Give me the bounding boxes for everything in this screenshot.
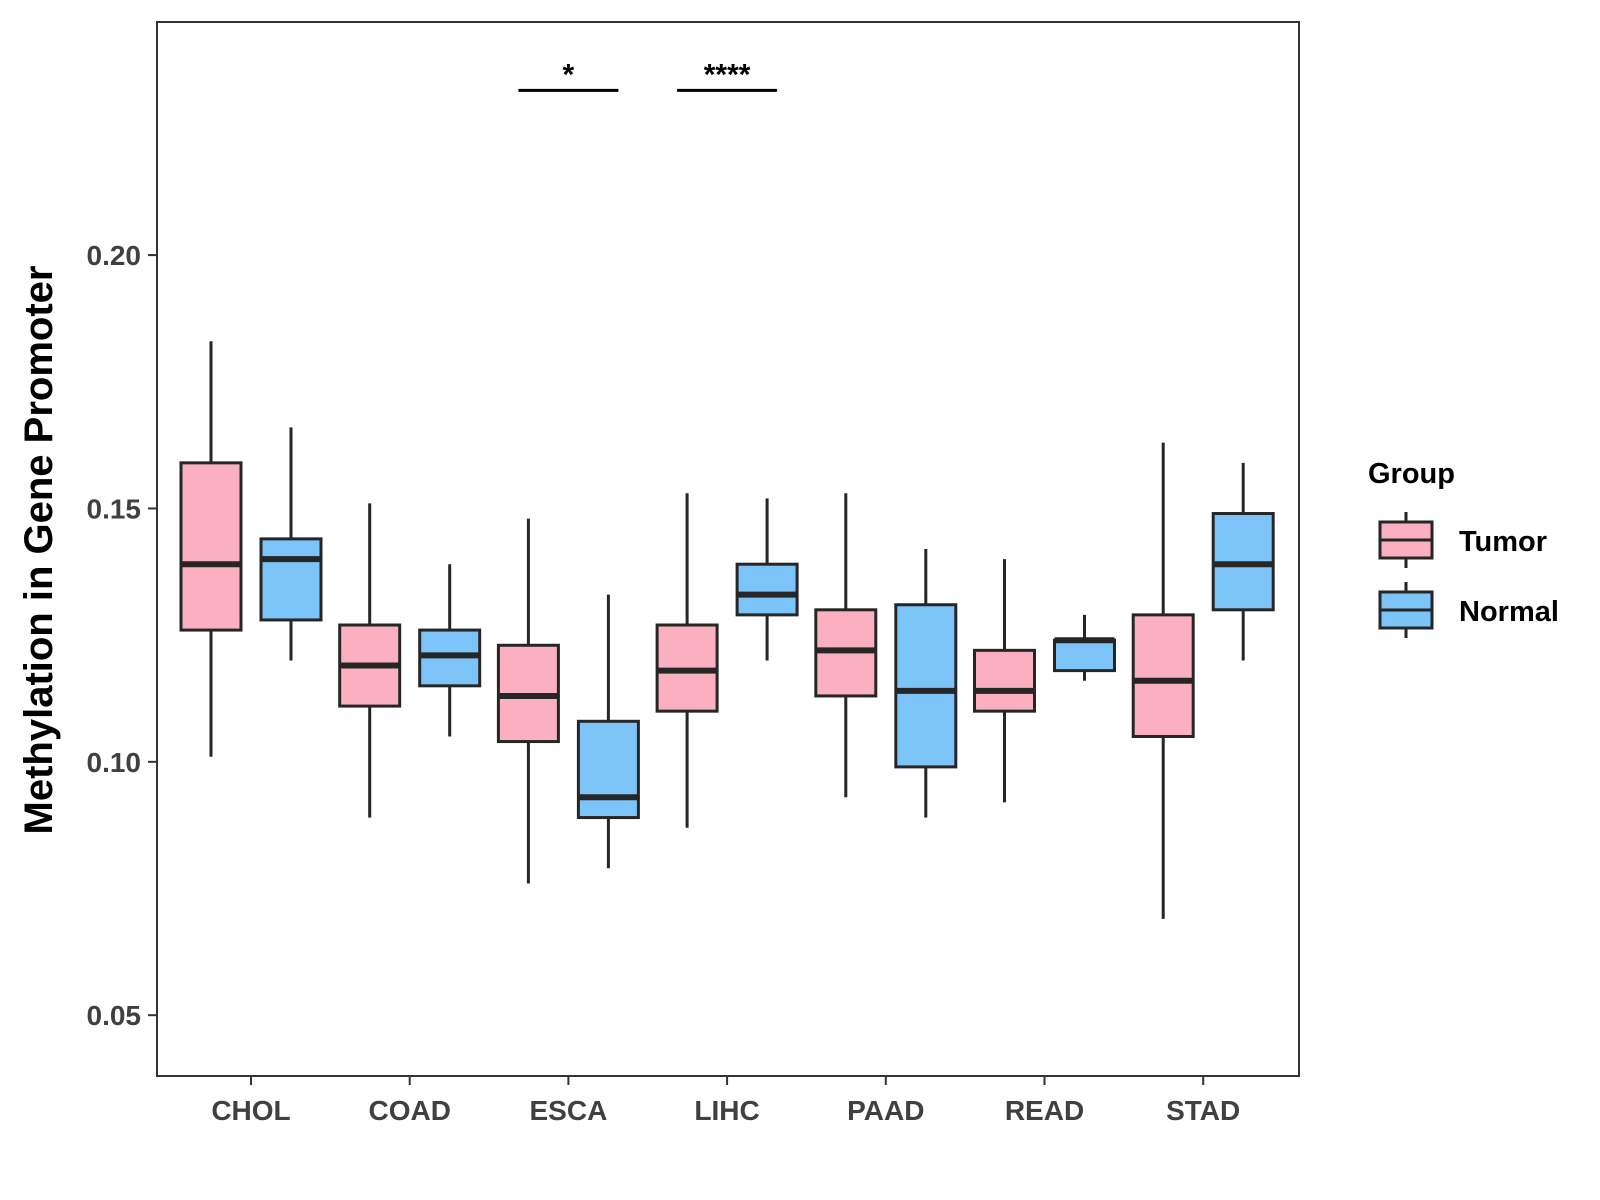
box-normal-chol — [259, 537, 323, 622]
x-tick-label: PAAD — [847, 1095, 924, 1126]
box-normal-lihc — [735, 562, 799, 617]
x-tick-label: CHOL — [211, 1095, 290, 1126]
x-tick-label: LIHC — [694, 1095, 759, 1126]
legend-label-tumor: Tumor — [1459, 526, 1547, 558]
x-tick-label: COAD — [368, 1095, 450, 1126]
box-normal-esca — [576, 719, 640, 820]
x-tick-label: STAD — [1166, 1095, 1240, 1126]
legend-title: Group — [1368, 458, 1455, 490]
y-tick-label: 0.05 — [87, 1000, 142, 1031]
x-tick-label: ESCA — [530, 1095, 608, 1126]
box-normal-paad — [894, 603, 958, 769]
plot-panel — [156, 21, 1300, 1077]
legend: Group Tumor Normal — [1368, 458, 1559, 638]
box-normal-read — [1053, 638, 1116, 673]
box-tumor-read — [973, 648, 1036, 713]
x-tick-label: READ — [1005, 1095, 1084, 1126]
y-tick-label: 0.10 — [87, 747, 142, 778]
y-tick-label: 0.15 — [87, 493, 142, 524]
box-tumor-stad — [1131, 613, 1195, 738]
significance-label: * — [563, 58, 575, 91]
significance-label: **** — [704, 58, 751, 91]
y-axis-title: Methylation in Gene Promoter — [17, 266, 61, 835]
box-tumor-chol — [179, 461, 243, 632]
legend-label-normal: Normal — [1459, 596, 1559, 628]
y-tick-label: 0.20 — [87, 240, 142, 271]
